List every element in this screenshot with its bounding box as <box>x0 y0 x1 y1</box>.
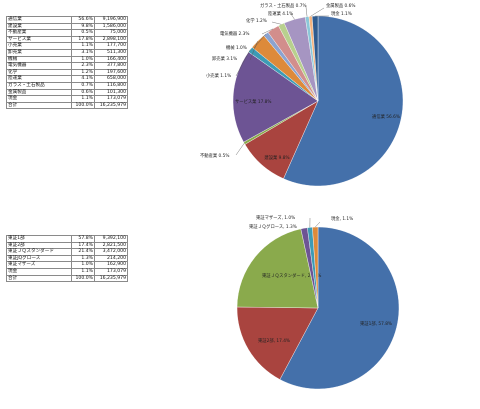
slice-label: 陸運業 4.1% <box>268 10 293 17</box>
slice-label: 東証マザーズ, 1.0% <box>256 214 295 221</box>
pie-slice <box>236 228 319 309</box>
slice-label: 現金 1.1% <box>331 10 352 17</box>
leader-line <box>235 143 245 156</box>
leader-line <box>253 33 267 49</box>
table-total-row: 合計 100.0% 16,235,979 <box>6 101 128 110</box>
table-total-row: 合計 100.0% 16,235,979 <box>6 274 128 283</box>
slice-label: 東証1部, 57.8% <box>360 320 392 327</box>
slice-label: 現金, 1.1% <box>331 215 353 222</box>
slice-label: 東証2部, 17.4% <box>258 337 290 344</box>
leader-line <box>315 221 321 228</box>
slice-label: 通信業 56.6% <box>372 113 400 120</box>
sector-table: 通信業 56.6% 9,196,900 建設業 9.8% 1,586,000 不動産業 0.5… <box>6 16 128 110</box>
slice-label: 電気機器 2.3% <box>220 30 249 37</box>
slice-label: 東証ＪＱグロース, 1.3% <box>249 223 297 230</box>
slice-label: 小売業 1.1% <box>206 72 231 79</box>
slice-label: 不動産業 0.5% <box>200 152 229 159</box>
leader-line <box>271 21 282 25</box>
table-row: 建設業 9.8% 1,586,000 <box>6 22 128 31</box>
slice-label: サービス業 17.8% <box>235 98 272 105</box>
leader-line <box>310 7 325 17</box>
leader-line <box>290 13 295 20</box>
table-cell-amount: 16,235,979 <box>94 101 128 110</box>
slice-label: 建設業 9.8% <box>264 154 289 161</box>
sector-pie-chart: 通信業 56.6% 建設業 9.8% 不動産業 0.5% サービス業 17.8% 小売業… <box>200 2 404 187</box>
slice-label: ガラス・土石製品 0.7% <box>260 2 307 9</box>
slice-label: 東証ＪＱスタンダード, 21.4% <box>262 272 321 279</box>
slice-label: 機械 1.0% <box>226 44 247 51</box>
slice-label: 金属製品 0.6% <box>326 2 355 9</box>
slice-label: 卸売業 3.1% <box>212 55 237 62</box>
market-pie-chart: 東証1部, 57.8% 東証2部, 17.4% 東証ＪＱスタンダード, 21.4% 東… <box>236 214 400 390</box>
pie-slice <box>279 226 400 390</box>
slice-label: 化学 1.2% <box>246 17 267 24</box>
market-table: 東証1部 57.8% 9,392,100 東証2部 17.4% 2,821,500 東証ＪＱ… <box>6 235 128 283</box>
pie-slice <box>232 51 319 143</box>
table-cell-amount: 16,235,979 <box>94 274 128 283</box>
pie-slice <box>236 306 319 380</box>
leader-line <box>249 41 258 61</box>
pie-slice <box>283 15 404 187</box>
leader-line <box>235 49 251 77</box>
leader-line <box>305 6 308 17</box>
leader-line <box>261 28 274 35</box>
